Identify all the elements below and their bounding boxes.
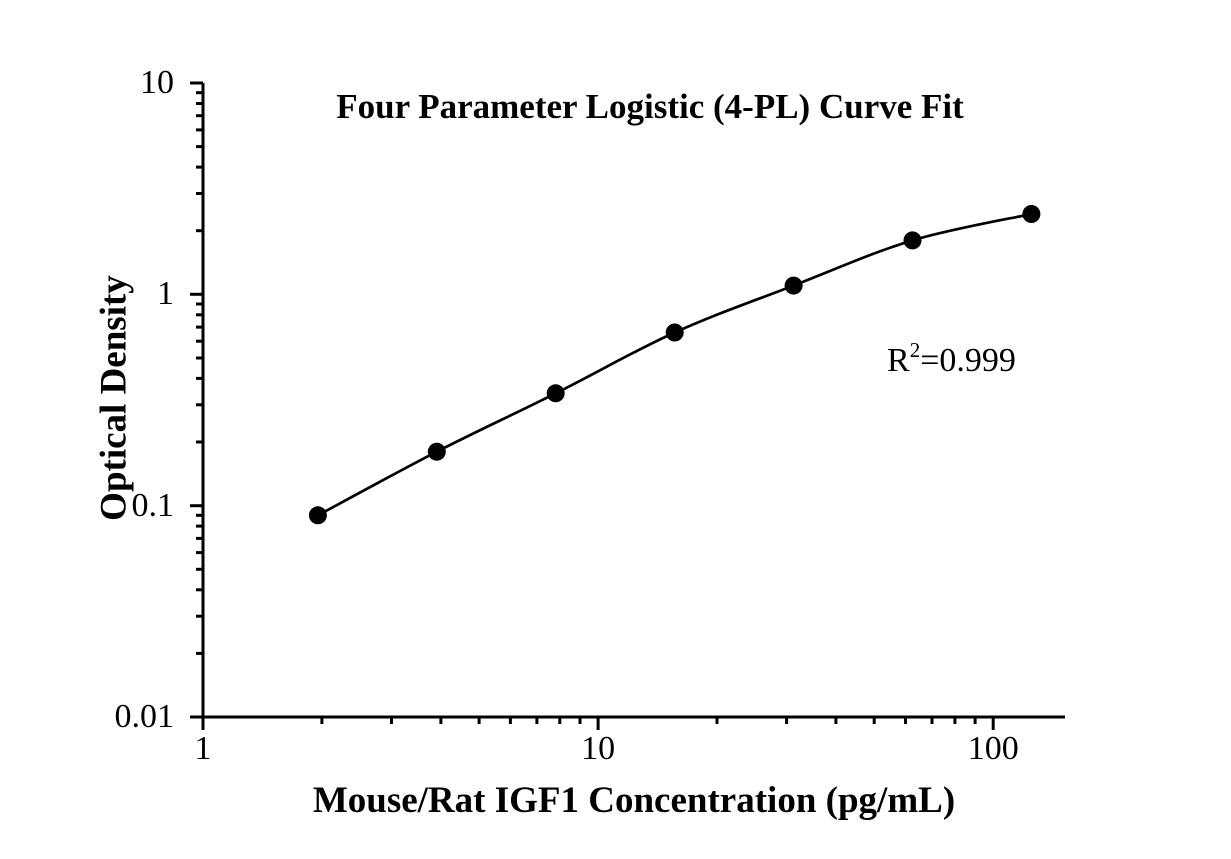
- x-tick-label-1: 1: [194, 730, 212, 767]
- y-tick-label-10: 10: [140, 64, 174, 101]
- data-point-marker: [1022, 205, 1041, 223]
- x-tick-label-100: 100: [967, 730, 1019, 767]
- data-point-marker: [427, 442, 446, 461]
- chart-title: Four Parameter Logistic (4-PL) Curve Fit: [336, 87, 964, 126]
- data-point-marker: [308, 506, 327, 525]
- data-point-marker: [665, 323, 684, 342]
- axes-lines: [201, 83, 1065, 719]
- x-axis-label: Mouse/Rat IGF1 Concentration (pg/mL): [312, 780, 956, 821]
- y-axis-label: Optical Density: [93, 275, 135, 521]
- x-tick-label-10: 10: [581, 730, 616, 767]
- r-squared-base: R: [887, 342, 910, 379]
- y-tick-label-1: 1: [157, 275, 174, 313]
- r-squared-superscript: 2: [909, 338, 921, 362]
- data-point-marker: [546, 384, 565, 403]
- y-tick-label-0.1: 0.1: [131, 486, 175, 524]
- r-squared-value: =0.999: [920, 342, 1016, 379]
- r-squared-annotation: R2=0.999: [887, 338, 1016, 380]
- data-point-marker: [784, 276, 803, 295]
- data-point-marker: [903, 231, 922, 250]
- y-tick-label-0.01: 0.01: [114, 698, 175, 735]
